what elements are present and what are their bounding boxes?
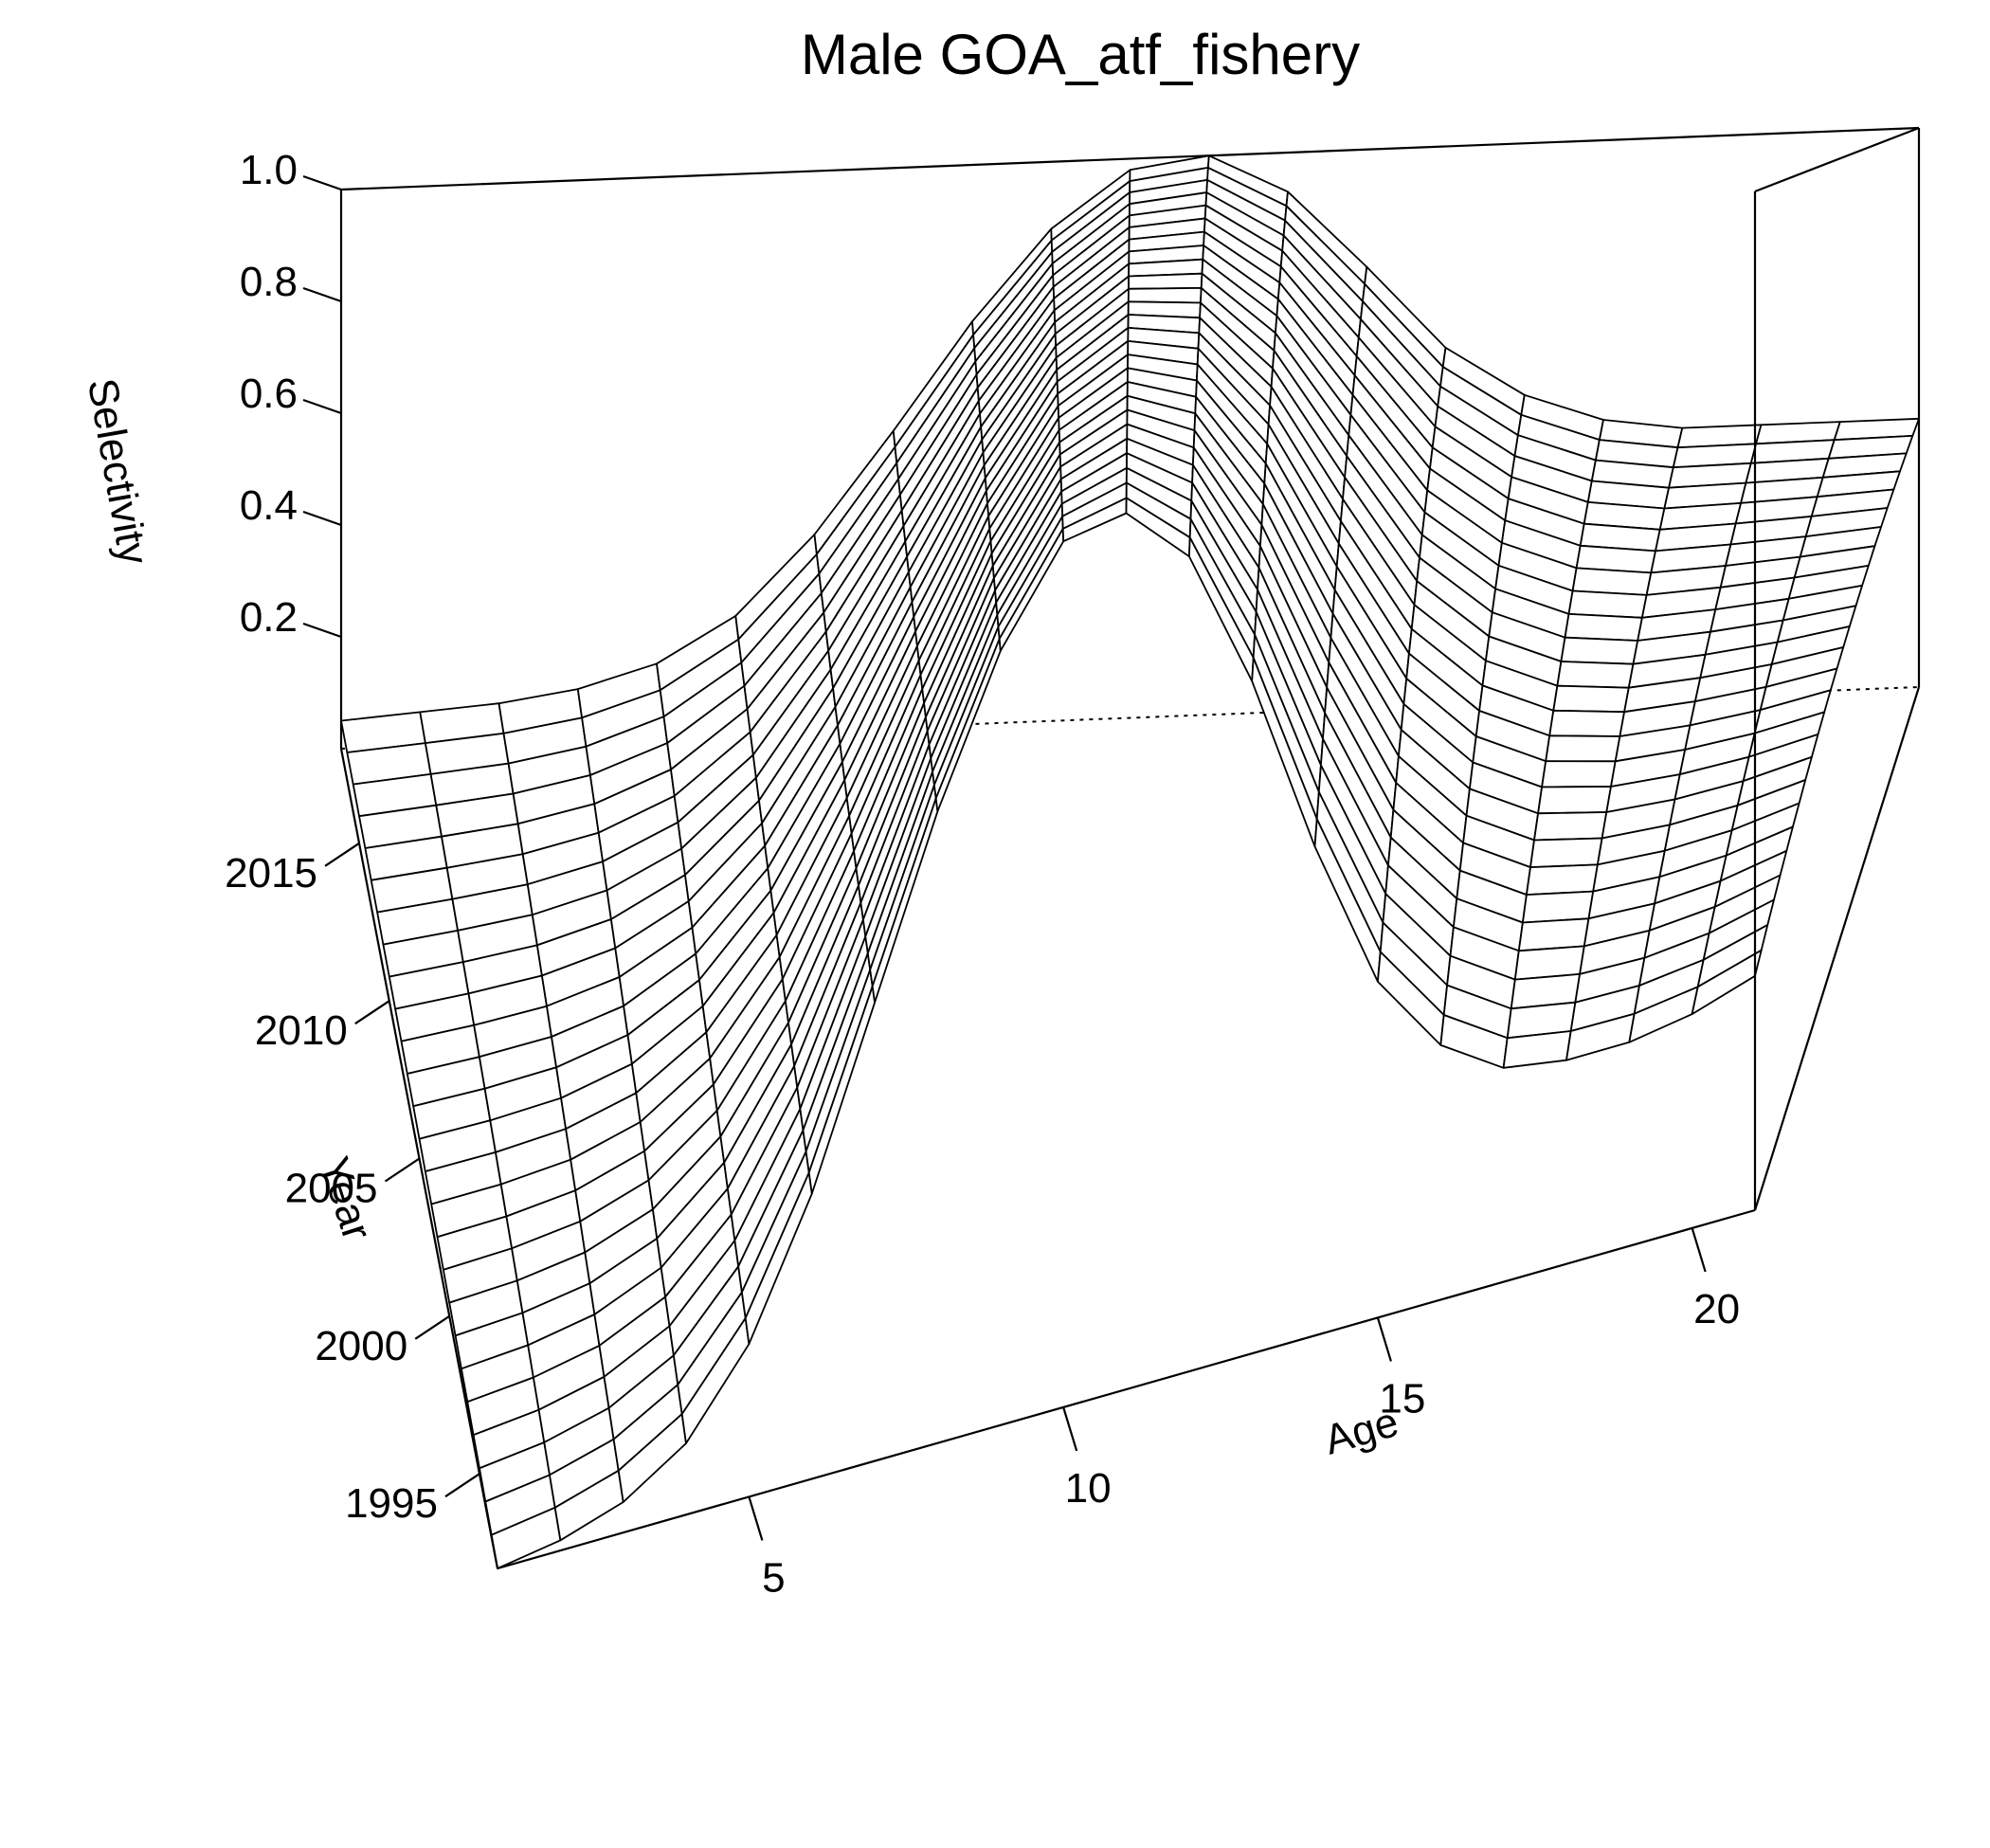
surface-cell [1541,760,1617,788]
surface-cell [1564,613,1643,642]
selectivity-tick-label: 0.4 [240,482,298,529]
axes: 5101520Age19952000200520102015Year0.20.4… [79,147,1740,1601]
surface-cell [1127,286,1203,304]
age-tick-label: 15 [1379,1375,1425,1422]
box-edge-back-top [340,126,1920,191]
year-tick-label: 1995 [345,1480,438,1527]
year-tick [384,1157,421,1183]
surface-cell [1545,734,1621,763]
age-tick [1376,1317,1392,1362]
selectivity-tick-label: 0.6 [240,371,298,417]
box-front-edges [339,126,1921,1570]
selectivity-tick [302,510,342,527]
surface-cell [1556,661,1635,689]
surface-cell [1552,684,1630,714]
surface-cell [1548,709,1625,737]
surface-cell [1128,272,1203,290]
selectivity-tick-label: 0.8 [240,259,298,305]
surface-cell [1691,949,1763,1015]
selectivity-tick-label: 1.0 [240,147,298,193]
surface-cell [1567,589,1648,619]
selectivity-tick-label: 0.2 [240,594,298,641]
box-edge-back-bottom [340,686,1920,750]
box-edge-front-bottom [497,1208,1756,1570]
year-tick [354,1000,390,1025]
year-tick [324,842,360,867]
selectivity-tick [302,398,342,415]
age-tick [748,1496,764,1541]
selectivity-surface [340,154,1920,1569]
box-edge-right-top [1754,126,1920,193]
age-tick-label: 5 [762,1554,785,1601]
year-tick [414,1314,450,1340]
box-edge-right-bottom [1753,686,1921,1211]
surface-cell [1502,1030,1572,1069]
selectivity-tick [302,622,342,639]
surface-cell [1533,811,1608,842]
selectivity-tick [302,286,342,303]
age-tick [1691,1227,1707,1273]
year-tick-label: 2010 [255,1007,348,1054]
selectivity-tick [302,174,342,191]
year-tick-label: 2005 [285,1166,378,1212]
surface-cell [1522,890,1595,924]
chart-title: Male GOA_atf_fishery [801,23,1360,86]
age-tick [1062,1406,1078,1452]
selectivity-axis-label: Selectivity [79,375,157,569]
age-axis-label: Age [1319,1399,1403,1464]
surface-cell [1560,636,1639,665]
age-tick-label: 20 [1693,1286,1740,1332]
year-tick [444,1473,480,1498]
surface-cell [1529,837,1603,868]
surface-cell [1537,786,1612,815]
age-tick-label: 10 [1065,1465,1112,1512]
box-back-edges [339,126,1921,750]
year-tick-label: 2015 [225,850,317,897]
surface-cell [1526,863,1599,896]
year-tick-label: 2000 [315,1323,407,1369]
